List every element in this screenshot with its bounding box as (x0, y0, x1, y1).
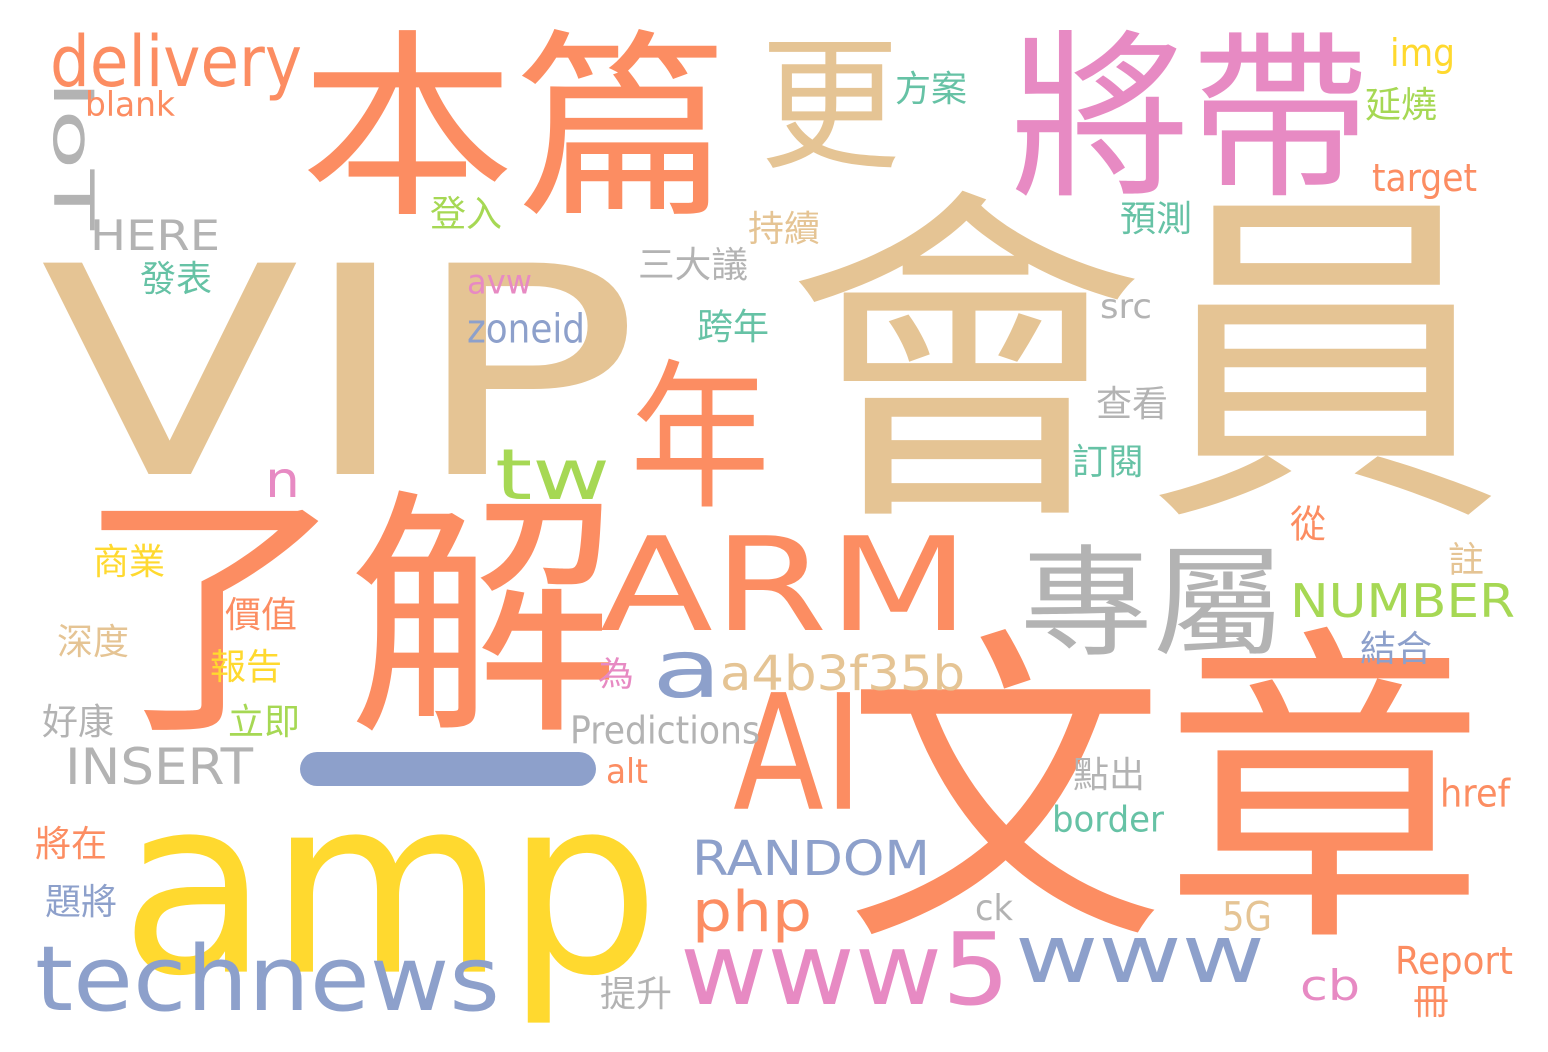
word-w13: 年 (630, 346, 770, 533)
word-w27: Predictions (570, 709, 760, 754)
word-w04: amp (120, 744, 660, 1031)
word-w60: 立即 (228, 702, 300, 743)
word-w42: 延燒 (1365, 85, 1437, 126)
word-w05: 了解 (75, 469, 620, 771)
word-w32: border (1052, 798, 1164, 841)
word-w19: a (652, 623, 722, 716)
word-w18: tw (495, 434, 610, 516)
word-w03: 文章 (845, 603, 1485, 987)
word-w09: IoT (41, 80, 105, 230)
word-w02: 會員 (785, 161, 1505, 569)
word-w22: INSERT (65, 738, 253, 796)
word-w16: www (1015, 908, 1265, 1001)
word-w61: 點出 (1073, 755, 1145, 796)
word-w47: 發表 (140, 259, 212, 300)
word-w53: 商業 (93, 542, 165, 583)
word-w46: 三大議 (638, 245, 748, 286)
word-w28: n (265, 451, 300, 509)
word-w34: img (1390, 31, 1455, 76)
word-w65: 冊 (1413, 982, 1449, 1023)
word-w08: 更 (760, 22, 900, 192)
word-w58: 結合 (1360, 629, 1432, 670)
word-w11: ARM (600, 509, 970, 661)
word-w64: 提升 (600, 974, 672, 1015)
word-w35: blank (85, 83, 175, 125)
word-w50: 訂閱 (1072, 442, 1144, 483)
word-w33: href (1440, 771, 1510, 817)
word-w25: HERE (90, 211, 220, 260)
word-w20: a4b3f35b (720, 646, 965, 702)
word-w01: VIP (40, 206, 640, 543)
word-w26: zoneid (467, 306, 585, 353)
word-w45: 預測 (1120, 199, 1192, 240)
word-w57: 為 (598, 655, 634, 695)
word-w59: 好康 (42, 702, 114, 743)
word-w29: cb (1300, 961, 1360, 1010)
word-w14: technews (35, 927, 500, 1032)
word-w36: avw (467, 261, 532, 303)
word-w24: php (692, 880, 812, 945)
word-w41: 方案 (895, 69, 967, 110)
word-w37: src (1100, 287, 1152, 327)
word-w39: ck (975, 886, 1013, 929)
dash-mark (300, 752, 596, 786)
word-w62: 將在 (35, 824, 107, 865)
word-w15: www5 (680, 911, 1010, 1028)
word-w48: 跨年 (697, 307, 769, 348)
word-w38: alt (606, 751, 648, 792)
word-w52: 註 (1448, 540, 1484, 581)
word-w40: 5G (1222, 894, 1272, 941)
word-w21: RANDOM (692, 831, 930, 887)
word-w56: 報告 (210, 647, 282, 688)
word-w31: Report (1395, 939, 1513, 984)
word-w63: 題將 (45, 882, 117, 923)
word-w51: 從 (1290, 503, 1326, 548)
word-w23: NUMBER (1290, 574, 1515, 628)
word-w55: 深度 (57, 622, 129, 663)
word-w54: 價值 (225, 595, 297, 636)
word-w30: target (1372, 156, 1477, 201)
word-w43: 登入 (430, 194, 502, 235)
word-w17: delivery (50, 21, 302, 103)
word-w49: 查看 (1096, 384, 1168, 425)
word-w07: 將帶 (1010, 15, 1370, 224)
word-w44: 持續 (748, 209, 820, 250)
word-w06: 本篇 (300, 13, 730, 246)
word-w10: 專屬 (1020, 535, 1285, 674)
word-w12: AI (733, 661, 863, 848)
